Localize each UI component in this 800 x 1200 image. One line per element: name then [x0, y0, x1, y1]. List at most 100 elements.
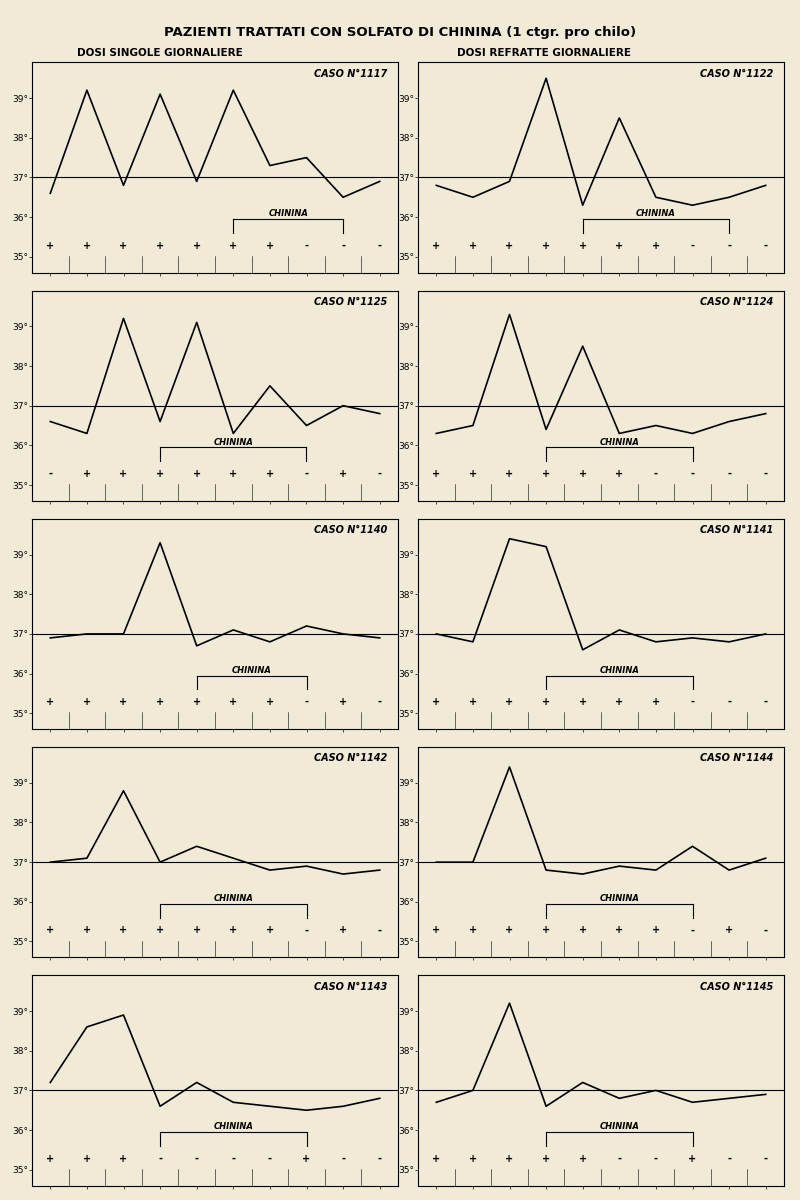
Text: CASO N°1141: CASO N°1141 — [700, 526, 773, 535]
Text: CHININA: CHININA — [636, 209, 676, 218]
Text: -: - — [690, 697, 694, 707]
Text: -: - — [378, 469, 382, 479]
Text: +: + — [156, 925, 164, 935]
X-axis label: GIORNO DALLA INOCULAZIONE: GIORNO DALLA INOCULAZIONE — [149, 769, 281, 778]
Text: CHININA: CHININA — [232, 666, 271, 674]
Text: +: + — [506, 697, 514, 707]
Text: +: + — [469, 1153, 477, 1164]
Text: CASO N°1140: CASO N°1140 — [314, 526, 387, 535]
Text: +: + — [506, 925, 514, 935]
Text: CASO N°1144: CASO N°1144 — [700, 754, 773, 763]
Text: +: + — [689, 1153, 697, 1164]
Text: +: + — [46, 925, 54, 935]
Text: +: + — [193, 241, 201, 251]
Text: -: - — [378, 925, 382, 935]
Text: -: - — [305, 469, 309, 479]
Text: -: - — [231, 1153, 235, 1164]
Text: +: + — [652, 925, 660, 935]
Text: -: - — [268, 1153, 272, 1164]
Text: +: + — [302, 1153, 310, 1164]
Text: +: + — [193, 925, 201, 935]
Text: CASO N°1117: CASO N°1117 — [314, 68, 387, 79]
Text: +: + — [542, 1153, 550, 1164]
Text: +: + — [119, 469, 127, 479]
X-axis label: GIORNO DALLA INOCULAZIONE: GIORNO DALLA INOCULAZIONE — [149, 997, 281, 1006]
Text: CHININA: CHININA — [599, 438, 639, 446]
Text: +: + — [432, 697, 440, 707]
Text: -: - — [341, 241, 345, 251]
Text: CASO N°1125: CASO N°1125 — [314, 296, 387, 307]
Text: +: + — [725, 925, 733, 935]
Text: CHININA: CHININA — [214, 438, 254, 446]
Text: +: + — [46, 241, 54, 251]
Text: +: + — [119, 697, 127, 707]
Text: +: + — [542, 241, 550, 251]
Text: +: + — [652, 241, 660, 251]
Text: +: + — [119, 1153, 127, 1164]
Text: CHININA: CHININA — [268, 209, 308, 218]
Text: +: + — [119, 925, 127, 935]
Text: -: - — [378, 241, 382, 251]
X-axis label: GIORNO DALLA INOCULAZIONE: GIORNO DALLA INOCULAZIONE — [535, 540, 667, 550]
Text: CHININA: CHININA — [214, 894, 254, 904]
Text: +: + — [230, 241, 238, 251]
Text: CASO N°1143: CASO N°1143 — [314, 982, 387, 991]
Text: +: + — [230, 925, 238, 935]
Text: +: + — [193, 697, 201, 707]
Text: +: + — [83, 697, 91, 707]
Text: CASO N°1142: CASO N°1142 — [314, 754, 387, 763]
X-axis label: GIORNO DALLA INOCULAZIONE: GIORNO DALLA INOCULAZIONE — [149, 312, 281, 322]
Text: -: - — [727, 469, 731, 479]
Text: +: + — [615, 925, 623, 935]
Text: +: + — [230, 469, 238, 479]
Text: +: + — [83, 925, 91, 935]
Text: -: - — [158, 1153, 162, 1164]
Text: +: + — [266, 469, 274, 479]
Text: CHININA: CHININA — [599, 1122, 639, 1132]
Text: -: - — [654, 1153, 658, 1164]
Text: +: + — [506, 469, 514, 479]
Text: -: - — [654, 469, 658, 479]
Text: +: + — [339, 925, 347, 935]
Text: -: - — [764, 469, 768, 479]
Text: -: - — [764, 697, 768, 707]
Text: -: - — [305, 697, 309, 707]
Text: +: + — [542, 697, 550, 707]
Text: +: + — [193, 469, 201, 479]
Text: CHININA: CHININA — [599, 666, 639, 674]
Text: +: + — [469, 697, 477, 707]
Text: +: + — [542, 469, 550, 479]
Text: -: - — [690, 469, 694, 479]
Text: CHININA: CHININA — [214, 1122, 254, 1132]
Text: -: - — [690, 925, 694, 935]
Text: +: + — [156, 469, 164, 479]
Text: -: - — [690, 241, 694, 251]
Text: +: + — [615, 241, 623, 251]
Text: +: + — [578, 241, 586, 251]
Text: -: - — [305, 925, 309, 935]
Text: +: + — [266, 241, 274, 251]
Text: CASO N°1122: CASO N°1122 — [700, 68, 773, 79]
X-axis label: GIORNO DALLA INOCULAZIONE: GIORNO DALLA INOCULAZIONE — [535, 997, 667, 1006]
Text: -: - — [764, 1153, 768, 1164]
Text: +: + — [578, 1153, 586, 1164]
Text: +: + — [615, 697, 623, 707]
Text: +: + — [432, 925, 440, 935]
Text: -: - — [618, 1153, 622, 1164]
Text: +: + — [469, 241, 477, 251]
Text: -: - — [48, 469, 52, 479]
X-axis label: GIORNO DALLA INOCULAZIONE: GIORNO DALLA INOCULAZIONE — [535, 769, 667, 778]
Text: -: - — [727, 1153, 731, 1164]
Text: -: - — [727, 241, 731, 251]
Text: DOSI SINGOLE GIORNALIERE: DOSI SINGOLE GIORNALIERE — [77, 48, 243, 58]
Text: +: + — [542, 925, 550, 935]
Text: +: + — [432, 469, 440, 479]
Text: +: + — [469, 469, 477, 479]
Text: +: + — [83, 1153, 91, 1164]
Text: +: + — [46, 697, 54, 707]
Text: +: + — [578, 469, 586, 479]
Text: +: + — [119, 241, 127, 251]
Text: CHININA: CHININA — [599, 894, 639, 904]
Text: -: - — [764, 241, 768, 251]
Text: +: + — [156, 697, 164, 707]
